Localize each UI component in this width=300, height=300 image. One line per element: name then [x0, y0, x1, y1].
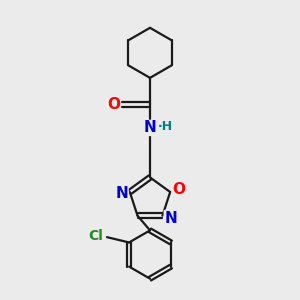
Text: O: O: [172, 182, 185, 196]
Text: Cl: Cl: [88, 229, 103, 243]
Text: N: N: [164, 211, 177, 226]
Text: ·H: ·H: [158, 120, 173, 133]
Text: N: N: [144, 120, 156, 135]
Text: O: O: [107, 97, 120, 112]
Text: N: N: [115, 186, 128, 201]
